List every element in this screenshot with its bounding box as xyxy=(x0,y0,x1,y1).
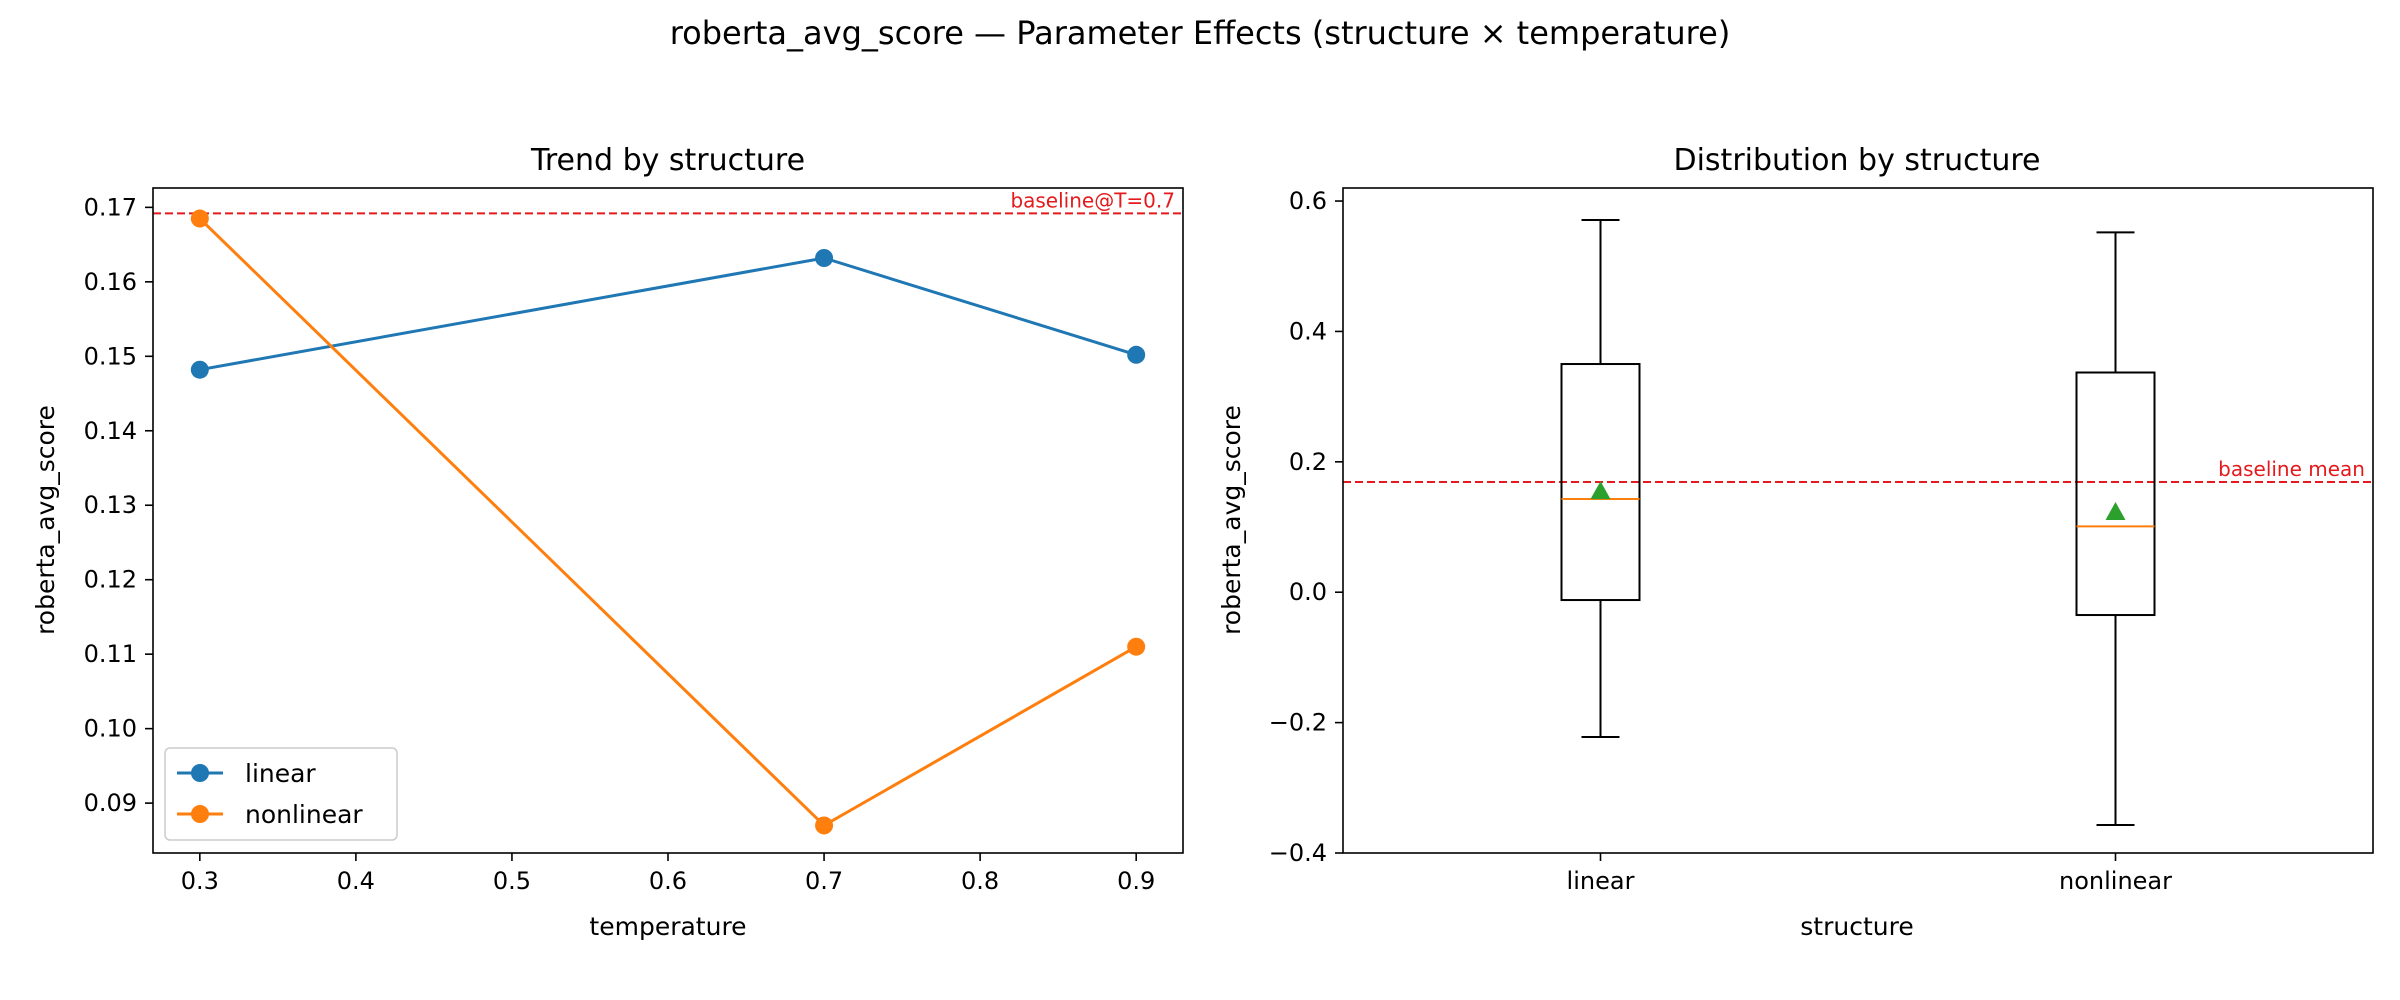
line-chart-baseline-label: baseline@T=0.7 xyxy=(1010,188,1175,212)
box-chart-x-ticks: linear nonlinear xyxy=(1567,853,2172,895)
box-chart-y-tick-label: 0.4 xyxy=(1289,317,1327,345)
box-chart-y-tick-label: 0.0 xyxy=(1289,578,1327,606)
data-point-nonlinear-0 xyxy=(190,209,209,228)
legend-marker-nonlinear xyxy=(191,805,209,823)
line-chart-x-tick-label: 0.3 xyxy=(181,867,219,895)
line-chart-x-ticks: 0.3 0.4 0.5 0.6 0.7 0.8 0.9 xyxy=(181,853,1155,895)
data-point-nonlinear-2 xyxy=(1127,637,1146,656)
box-chart: Distribution by structure baseline mean … xyxy=(1217,143,2374,941)
legend-label-linear: linear xyxy=(245,759,316,788)
data-point-linear-2 xyxy=(1127,345,1146,364)
box-chart-baseline-label: baseline mean xyxy=(2218,457,2365,481)
box-chart-frame xyxy=(1342,187,2374,854)
line-chart-y-tick-label: 0.14 xyxy=(84,417,137,445)
box-chart-title: Distribution by structure xyxy=(1673,143,2040,178)
line-chart-y-tick-label: 0.17 xyxy=(84,193,137,221)
data-point-linear-1 xyxy=(815,249,834,267)
box-chart-y-tick-label: −0.4 xyxy=(1269,839,1327,867)
box-iqr-nonlinear xyxy=(2075,371,2156,617)
line-chart-x-axis-label: temperature xyxy=(589,912,746,941)
line-chart-x-tick-label: 0.5 xyxy=(493,867,531,895)
box-chart-y-tick-label: 0.2 xyxy=(1289,448,1327,476)
line-chart-x-tick-label: 0.9 xyxy=(1117,867,1155,895)
line-chart-x-tick-label: 0.8 xyxy=(961,867,999,895)
legend-label-nonlinear: nonlinear xyxy=(245,800,363,829)
data-point-nonlinear-1 xyxy=(815,816,834,835)
legend-marker-linear xyxy=(191,764,209,782)
line-chart: Trend by structure baseline@T=0.7 0.3 0.4… xyxy=(31,143,1184,941)
line-chart-x-tick-label: 0.4 xyxy=(337,867,375,895)
line-chart-baseline-group: baseline@T=0.7 xyxy=(153,188,1183,215)
line-chart-title: Trend by structure xyxy=(530,143,805,178)
box-chart-x-tick-label: nonlinear xyxy=(2059,867,2172,895)
box-chart-x-axis-label: structure xyxy=(1800,912,1913,941)
line-chart-y-tick-label: 0.09 xyxy=(84,789,137,817)
line-chart-legend: linear nonlinear xyxy=(164,747,398,841)
box-chart-y-axis-label: roberta_avg_score xyxy=(1217,405,1246,635)
box-chart-baseline-group: baseline mean xyxy=(1343,457,2373,484)
figure-title: roberta_avg_score — Parameter Effects (s… xyxy=(670,14,1731,52)
box-chart-y-ticks: −0.4 −0.2 0.0 0.2 0.4 0.6 xyxy=(1269,187,1343,867)
line-chart-frame xyxy=(152,187,1184,854)
line-chart-y-axis-label: roberta_avg_score xyxy=(31,405,60,635)
data-point-linear-0 xyxy=(190,360,209,379)
box-chart-y-tick-label: −0.2 xyxy=(1269,709,1327,737)
box-mean-marker-linear xyxy=(1590,481,1611,500)
box-chart-y-tick-label: 0.6 xyxy=(1289,187,1327,215)
box-mean-marker-nonlinear xyxy=(2105,502,2126,521)
line-chart-y-tick-label: 0.13 xyxy=(84,491,137,519)
box-chart-x-tick-label: linear xyxy=(1567,867,1635,895)
box-chart-boxes-group xyxy=(1560,218,2156,826)
box-iqr-linear xyxy=(1560,363,1641,602)
line-chart-x-tick-label: 0.7 xyxy=(805,867,843,895)
line-chart-y-tick-label: 0.11 xyxy=(84,640,137,668)
line-chart-y-tick-label: 0.10 xyxy=(84,715,137,743)
line-chart-y-tick-label: 0.12 xyxy=(84,566,137,594)
line-chart-y-tick-label: 0.15 xyxy=(84,342,137,370)
line-chart-y-ticks: 0.09 0.10 0.11 0.12 0.13 0.14 0.15 0.16 0.17 xyxy=(84,193,153,817)
line-chart-y-tick-label: 0.16 xyxy=(84,268,137,296)
legend-box xyxy=(164,747,398,841)
line-chart-series-group xyxy=(190,209,1146,835)
line-chart-x-tick-label: 0.6 xyxy=(649,867,687,895)
